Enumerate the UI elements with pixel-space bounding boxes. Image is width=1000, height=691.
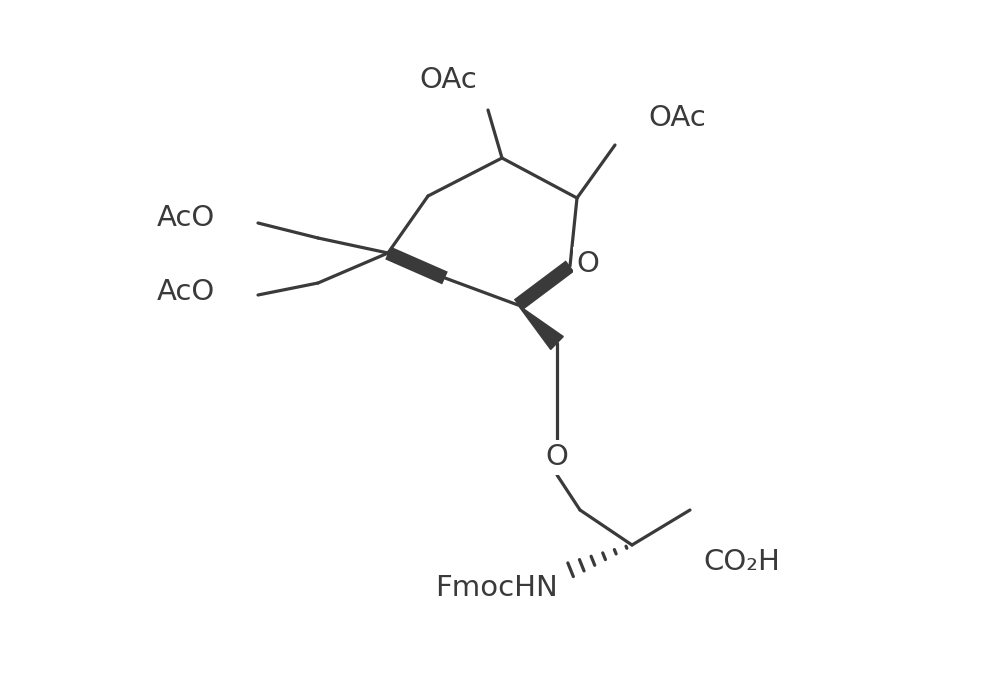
Text: OAc: OAc	[419, 66, 477, 94]
Polygon shape	[518, 305, 563, 350]
Text: O: O	[576, 250, 599, 278]
Text: O: O	[546, 443, 568, 471]
Text: OAc: OAc	[648, 104, 706, 132]
Text: FmocHN: FmocHN	[435, 574, 558, 602]
Text: AcO: AcO	[157, 204, 215, 232]
Text: CO₂H: CO₂H	[703, 548, 780, 576]
Text: AcO: AcO	[157, 278, 215, 306]
